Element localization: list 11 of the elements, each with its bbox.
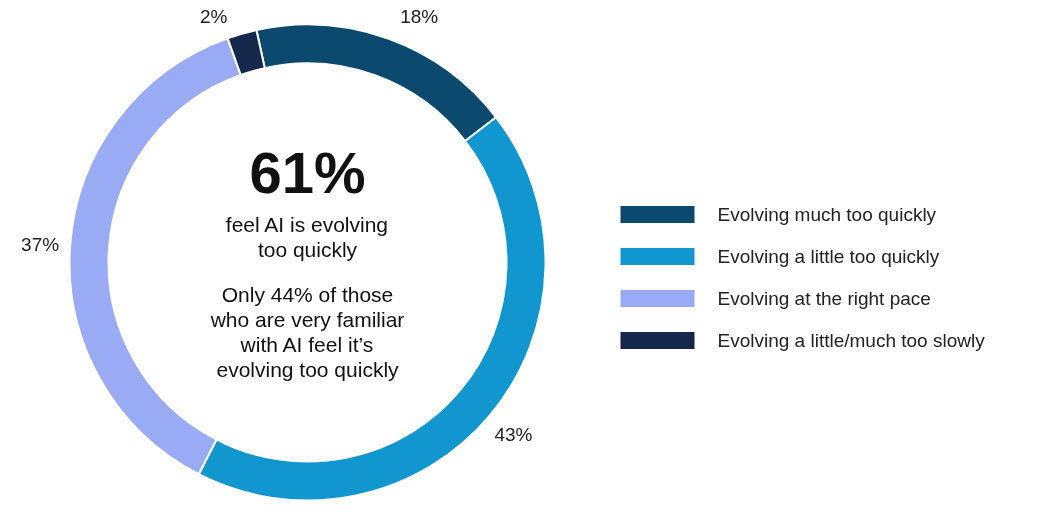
legend-label: Evolving a little/much too slowly xyxy=(717,330,986,351)
legend-label: Evolving at the right pace xyxy=(717,288,931,309)
data-label: 2% xyxy=(199,6,228,27)
data-label: 43% xyxy=(494,423,533,445)
legend-label: Evolving a little too quickly xyxy=(717,246,940,267)
text: 61% xyxy=(249,140,366,205)
text: Only 44% of those who are very familiar with AI feel it’s evolving too quickly xyxy=(209,283,405,381)
legend-label: Evolving much too quickly xyxy=(717,204,937,225)
data-label: 37% xyxy=(21,234,60,256)
text: feel AI is evolving too quickly xyxy=(225,213,389,261)
data-label: 18% xyxy=(400,6,439,27)
